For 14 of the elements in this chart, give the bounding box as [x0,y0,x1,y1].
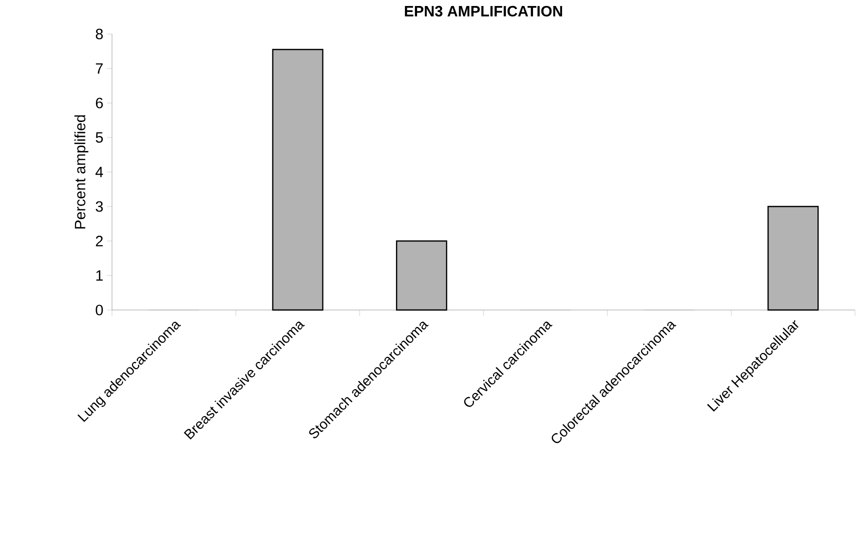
y-tick-label: 5 [96,132,103,143]
bar [767,206,819,311]
y-tick-label: 2 [96,236,103,246]
y-axis-title: Percent amplified [74,115,88,229]
y-tick-label: 6 [96,98,103,108]
bar [396,240,448,311]
bar [272,48,324,311]
y-tick-label: 1 [96,270,103,281]
y-tick-label: 7 [96,63,103,74]
y-tick-label: 8 [96,28,103,40]
y-tick-label: 0 [96,304,103,316]
y-tick-label: 4 [96,166,104,178]
y-tick-label: 3 [96,201,103,212]
chart-title: EPN3 AMPLIFICATION [404,6,562,17]
